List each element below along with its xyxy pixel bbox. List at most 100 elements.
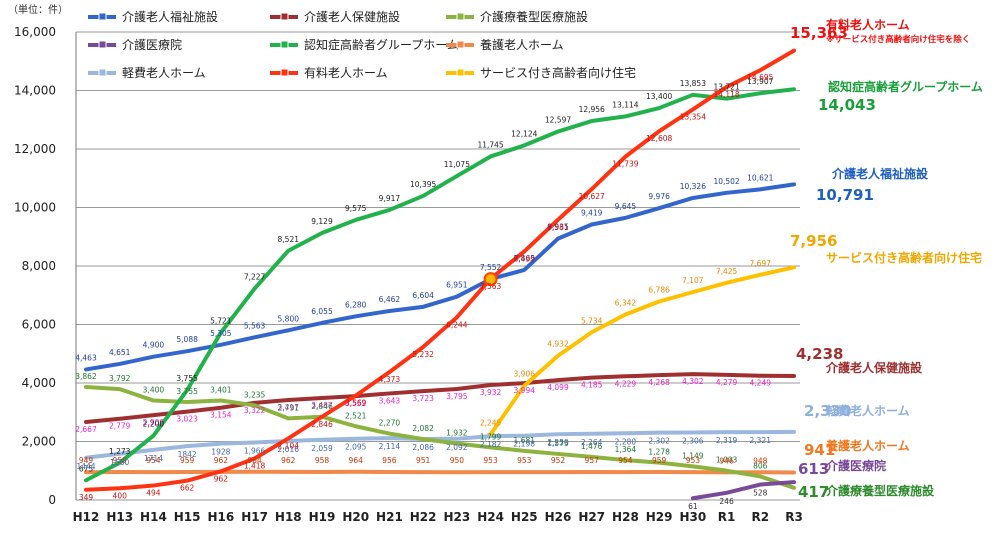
data-label: 958: [315, 456, 330, 465]
end-series-label: 軽費老人ホーム: [826, 403, 910, 418]
data-label: 2,846: [311, 402, 333, 411]
x-tick-label: H29: [646, 510, 673, 524]
data-label: 4,900: [143, 341, 165, 350]
data-label: 1444: [76, 462, 95, 471]
data-label: 2,270: [379, 419, 401, 428]
y-tick-label: 8,000: [22, 259, 56, 273]
data-label: 2,779: [109, 422, 131, 431]
legend-label: 養護老人ホーム: [480, 37, 564, 52]
legend-marker: [456, 12, 465, 21]
data-label: 3,322: [244, 406, 266, 415]
data-label: 3,401: [210, 386, 232, 395]
data-label: 4,279: [716, 378, 738, 387]
data-label: 2,846: [311, 420, 333, 429]
data-label: 3,792: [109, 374, 131, 383]
data-label: 528: [753, 489, 768, 498]
data-label: 953: [517, 456, 532, 465]
data-label: 9,419: [581, 208, 603, 217]
data-label: 7,563: [480, 282, 502, 291]
data-label: 957: [585, 456, 600, 465]
data-label: 3,417: [278, 403, 300, 412]
data-label: 2,302: [648, 437, 670, 446]
data-label: 3,400: [143, 386, 165, 395]
data-label: 1842: [178, 450, 197, 459]
data-label: 6,280: [345, 300, 367, 309]
series-line: [84, 429, 796, 460]
data-label: 13,721: [713, 83, 739, 92]
y-tick-label: 14,000: [14, 84, 56, 98]
data-label: 9,575: [345, 204, 367, 213]
x-tick-label: H12: [73, 510, 100, 524]
data-label: 2,016: [278, 445, 300, 454]
data-label: 953: [686, 456, 701, 465]
x-tick-label: H28: [612, 510, 639, 524]
y-tick-label: 6,000: [22, 318, 56, 332]
data-label: 2,095: [345, 443, 367, 452]
data-label: 1,966: [244, 446, 266, 455]
data-label: 6,244: [446, 320, 468, 329]
end-series-label: 有料老人ホーム: [826, 17, 910, 32]
data-label: 6,342: [615, 298, 637, 307]
series-line: [84, 469, 796, 475]
data-label: 1,575: [547, 439, 569, 448]
end-value: 613: [798, 460, 829, 478]
data-label: 12,597: [545, 116, 571, 125]
data-label: 1,273: [109, 447, 131, 456]
end-series-label: 介護療養型医療施設: [825, 483, 935, 498]
y-tick-label: 2,000: [22, 435, 56, 449]
grid: [76, 31, 800, 501]
end-value: 15,363: [790, 24, 848, 42]
legend-marker: [98, 68, 107, 77]
data-label: 3,154: [210, 411, 232, 420]
data-label: 6,951: [446, 281, 468, 290]
data-label: 3,755: [176, 387, 198, 396]
data-label: 10,627: [579, 192, 605, 201]
data-label: 6,462: [379, 295, 401, 304]
data-label: 246: [719, 497, 734, 506]
y-tick-label: 0: [48, 493, 56, 507]
x-tick-label: H16: [207, 510, 234, 524]
x-tick-label: H26: [545, 510, 572, 524]
x-tick-label: H23: [443, 510, 470, 524]
data-label: 1928: [211, 448, 230, 457]
data-label: 2,521: [345, 411, 367, 420]
data-label: 4,268: [648, 378, 670, 387]
legend-marker: [456, 40, 465, 49]
data-label: 959: [180, 456, 195, 465]
x-tick-label: H22: [410, 510, 437, 524]
data-label: 5,305: [210, 329, 232, 338]
data-label: 962: [214, 474, 229, 483]
legend-label: 認知症高齢者グループホーム: [304, 37, 459, 52]
data-label: 3,723: [412, 394, 434, 403]
legend-marker: [98, 40, 107, 49]
data-label: 9,645: [615, 202, 637, 211]
legend-label: 有料老人ホーム: [304, 66, 388, 80]
series-line: [488, 265, 796, 437]
data-label: 806: [753, 461, 768, 470]
data-label: 4,099: [547, 383, 569, 392]
data-label: 2,198: [514, 440, 536, 449]
data-label: 10,326: [680, 182, 706, 191]
data-label: 61: [688, 502, 698, 511]
data-label: 12,124: [511, 129, 537, 138]
series-note: ※サービス付き高齢者向け住宅を除く: [826, 34, 970, 45]
x-tick-label: H24: [477, 510, 504, 524]
data-label: 1,476: [581, 442, 603, 451]
end-value: 14,043: [818, 96, 876, 114]
data-label: 2,900: [143, 418, 165, 427]
x-tick-label: H15: [174, 510, 201, 524]
data-label: 349: [79, 493, 94, 502]
data-label: 4,229: [615, 379, 637, 388]
series-line: [84, 182, 796, 372]
data-label: 14,118: [713, 90, 739, 99]
data-label: 400: [113, 491, 128, 500]
data-label: 4,249: [750, 379, 772, 388]
data-label: 1714: [144, 454, 163, 463]
data-label: 953: [483, 456, 498, 465]
data-label: 948: [753, 456, 768, 465]
data-label: 13,907: [747, 77, 773, 86]
data-label: 962: [214, 456, 229, 465]
data-label: 951: [416, 456, 431, 465]
